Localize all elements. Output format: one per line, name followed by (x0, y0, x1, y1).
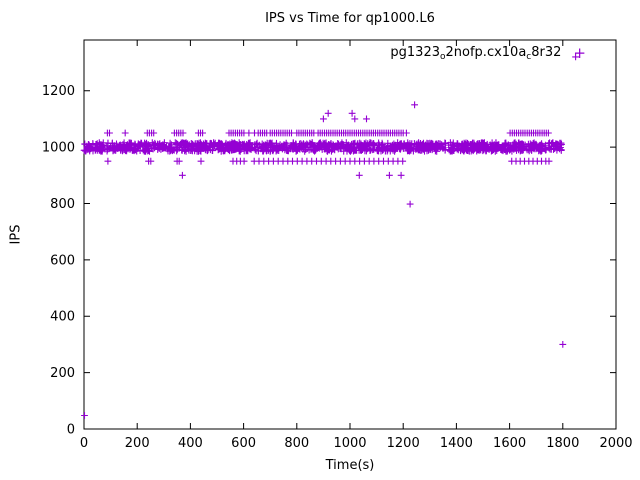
x-tick-label: 800 (284, 436, 309, 451)
y-tick-label: 400 (50, 310, 75, 325)
chart-title: IPS vs Time for qp1000.L6 (265, 11, 435, 26)
x-tick-label: 1600 (493, 436, 526, 451)
y-tick-label: 1200 (42, 84, 75, 99)
x-tick-label: 1400 (440, 436, 473, 451)
legend: pg1323o2nofp.cx10ac8r32 + (390, 45, 586, 62)
x-tick-label: 400 (178, 436, 203, 451)
axis-ticks (83, 40, 617, 430)
x-tick-label: 2000 (599, 436, 632, 451)
x-axis-label: Time(s) (325, 458, 375, 473)
plot-border (83, 39, 617, 430)
x-tick-label: 0 (80, 436, 88, 451)
y-tick-label: 600 (50, 253, 75, 268)
scatter-points (80, 53, 579, 419)
legend-label: pg1323o2nofp.cx10ac8r32 (390, 45, 562, 62)
x-tick-label: 1000 (333, 436, 366, 451)
y-tick-label: 800 (50, 197, 75, 212)
y-tick-label: 1000 (42, 141, 75, 156)
x-tick-label: 1800 (546, 436, 579, 451)
x-tick-label: 600 (231, 436, 256, 451)
legend-marker-icon: + (573, 44, 586, 62)
y-tick-label: 200 (50, 366, 75, 381)
x-tick-label: 1200 (387, 436, 420, 451)
x-tick-label: 200 (125, 436, 150, 451)
y-tick-label: 0 (67, 423, 75, 438)
